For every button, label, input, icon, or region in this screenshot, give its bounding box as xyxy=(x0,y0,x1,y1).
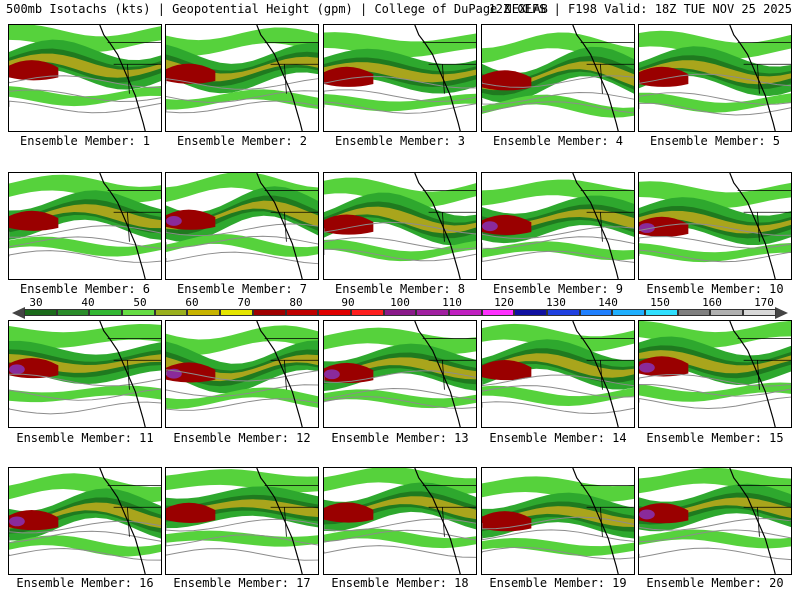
isotach-colorbar: 30 40 50 60 70 80 90 100 110 120 130 140 150 160 170 xyxy=(12,296,788,322)
ensemble-member-label: Ensemble Member: 2 xyxy=(176,134,308,148)
colorbar-swatch xyxy=(56,309,90,316)
colorbar-tick-label: 80 xyxy=(289,296,303,309)
ensemble-member-label: Ensemble Member: 12 xyxy=(173,431,311,445)
colorbar-tick-label: 140 xyxy=(598,296,618,309)
ensemble-member-label: Ensemble Member: 6 xyxy=(19,282,151,296)
colorbar-swatch xyxy=(187,309,221,316)
ensemble-member-label: Ensemble Member: 11 xyxy=(16,431,154,445)
colorbar-swatch xyxy=(677,309,711,316)
ensemble-member-label: Ensemble Member: 9 xyxy=(492,282,624,296)
ensemble-map-8 xyxy=(323,172,477,280)
ensemble-map-6 xyxy=(8,172,162,280)
chart-title: 500mb Isotachs (kts) | Geopotential Heig… xyxy=(6,2,548,16)
ensemble-map-17 xyxy=(165,467,319,575)
ensemble-map-20 xyxy=(638,467,792,575)
ensemble-member-label: Ensemble Member: 3 xyxy=(334,134,466,148)
colorbar-tick-label: 70 xyxy=(237,296,251,309)
ensemble-map-18 xyxy=(323,467,477,575)
colorbar-swatch xyxy=(710,309,744,316)
ensemble-member-label: Ensemble Member: 5 xyxy=(649,134,781,148)
colorbar-swatch xyxy=(220,309,253,316)
colorbar-swatch xyxy=(612,309,646,316)
ensemble-map-10 xyxy=(638,172,792,280)
ensemble-member-label: Ensemble Member: 20 xyxy=(646,576,784,590)
ensemble-map-4 xyxy=(481,24,635,132)
colorbar-swatch xyxy=(547,309,580,316)
colorbar-swatch xyxy=(122,309,155,316)
ensemble-map-7 xyxy=(165,172,319,280)
run-valid-time: 12Z GEFS | F198 Valid: 18Z TUE NOV 25 20… xyxy=(488,2,792,16)
colorbar-tick-label: 130 xyxy=(546,296,566,309)
ensemble-member-label: Ensemble Member: 17 xyxy=(173,576,311,590)
ensemble-member-label: Ensemble Member: 7 xyxy=(176,282,308,296)
colorbar-swatch xyxy=(252,309,286,316)
colorbar-swatch xyxy=(350,309,384,316)
ensemble-map-1 xyxy=(8,24,162,132)
colorbar-tick-label: 60 xyxy=(185,296,199,309)
ensemble-map-9 xyxy=(481,172,635,280)
ensemble-member-label: Ensemble Member: 16 xyxy=(16,576,154,590)
ensemble-member-label: Ensemble Member: 1 xyxy=(19,134,151,148)
colorbar-swatch xyxy=(645,309,678,316)
colorbar-swatch xyxy=(89,309,123,316)
colorbar-swatch xyxy=(743,309,776,316)
ensemble-map-5 xyxy=(638,24,792,132)
colorbar-max-arrow xyxy=(775,307,788,319)
colorbar-swatch xyxy=(383,309,417,316)
colorbar-tick-label: 160 xyxy=(702,296,722,309)
colorbar-swatch xyxy=(24,309,57,316)
colorbar-tick-label: 150 xyxy=(650,296,670,309)
colorbar-swatch xyxy=(318,309,351,316)
ensemble-map-14 xyxy=(481,320,635,428)
ensemble-map-19 xyxy=(481,467,635,575)
ensemble-member-label: Ensemble Member: 18 xyxy=(331,576,469,590)
colorbar-swatch xyxy=(448,309,482,316)
ensemble-map-15 xyxy=(638,320,792,428)
ensemble-member-label: Ensemble Member: 19 xyxy=(489,576,627,590)
colorbar-tick-label: 40 xyxy=(81,296,95,309)
colorbar-swatch xyxy=(285,309,319,316)
colorbar-tick-label: 170 xyxy=(754,296,774,309)
colorbar-swatch xyxy=(579,309,613,316)
colorbar-swatch xyxy=(416,309,449,316)
colorbar-tick-label: 50 xyxy=(133,296,147,309)
colorbar-swatch xyxy=(481,309,515,316)
colorbar-tick-label: 100 xyxy=(390,296,410,309)
colorbar-swatches xyxy=(24,309,776,316)
ensemble-map-12 xyxy=(165,320,319,428)
ensemble-map-16 xyxy=(8,467,162,575)
ensemble-member-label: Ensemble Member: 14 xyxy=(489,431,627,445)
ensemble-map-13 xyxy=(323,320,477,428)
colorbar-swatch xyxy=(154,309,188,316)
colorbar-tick-label: 30 xyxy=(29,296,43,309)
ensemble-member-label: Ensemble Member: 4 xyxy=(492,134,624,148)
colorbar-tick-label: 110 xyxy=(442,296,462,309)
ensemble-map-2 xyxy=(165,24,319,132)
ensemble-map-11 xyxy=(8,320,162,428)
ensemble-member-label: Ensemble Member: 10 xyxy=(646,282,784,296)
ensemble-member-label: Ensemble Member: 13 xyxy=(331,431,469,445)
ensemble-member-label: Ensemble Member: 8 xyxy=(334,282,466,296)
colorbar-min-arrow xyxy=(12,307,25,319)
colorbar-swatch xyxy=(514,309,547,316)
ensemble-map-3 xyxy=(323,24,477,132)
colorbar-tick-label: 90 xyxy=(341,296,355,309)
ensemble-member-label: Ensemble Member: 15 xyxy=(646,431,784,445)
colorbar-tick-label: 120 xyxy=(494,296,514,309)
